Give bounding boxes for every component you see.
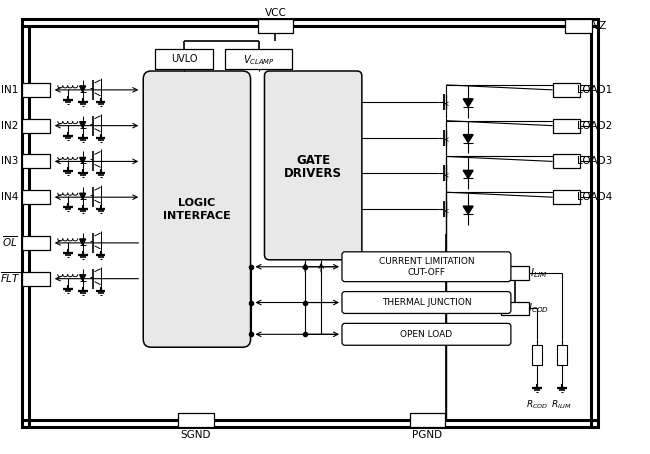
Text: GATE: GATE <box>296 154 330 167</box>
Text: UVLO: UVLO <box>171 54 197 64</box>
Text: SGND: SGND <box>181 429 211 439</box>
Polygon shape <box>463 170 473 178</box>
Bar <box>552 83 580 97</box>
Text: IN4: IN4 <box>1 192 19 202</box>
Bar <box>501 266 529 280</box>
Text: LOAD4: LOAD4 <box>577 192 612 202</box>
Text: DRIVERS: DRIVERS <box>284 167 342 180</box>
FancyBboxPatch shape <box>342 291 511 313</box>
Polygon shape <box>80 239 86 245</box>
Bar <box>556 345 567 365</box>
Bar <box>22 20 599 427</box>
Text: LOAD1: LOAD1 <box>577 85 612 95</box>
Text: INTERFACE: INTERFACE <box>163 211 231 221</box>
Text: CURRENT LIMITATION: CURRENT LIMITATION <box>378 257 474 266</box>
Bar <box>178 413 214 427</box>
Text: PGND: PGND <box>412 429 443 439</box>
Polygon shape <box>463 99 473 107</box>
Text: $V_{CLAMP}$: $V_{CLAMP}$ <box>242 53 274 67</box>
FancyBboxPatch shape <box>265 71 362 260</box>
Bar <box>155 49 213 69</box>
Text: IN1: IN1 <box>1 85 19 95</box>
Polygon shape <box>80 275 86 281</box>
Text: LOGIC: LOGIC <box>178 198 216 208</box>
Text: IN3: IN3 <box>1 157 19 167</box>
Bar <box>22 190 50 204</box>
Bar <box>22 236 50 250</box>
Bar <box>257 20 293 33</box>
Bar <box>552 118 580 133</box>
Text: $\overline{FLT}$: $\overline{FLT}$ <box>0 270 21 285</box>
Text: LOAD3: LOAD3 <box>577 157 612 167</box>
Bar <box>22 83 50 97</box>
Text: VCC: VCC <box>265 8 287 18</box>
Bar <box>552 190 580 204</box>
Text: $I_{LIM}$: $I_{LIM}$ <box>530 266 547 280</box>
FancyBboxPatch shape <box>342 252 511 281</box>
Bar <box>552 154 580 168</box>
Text: THERMAL JUNCTION: THERMAL JUNCTION <box>382 298 471 307</box>
Bar <box>532 345 541 365</box>
Bar <box>22 154 50 168</box>
Polygon shape <box>80 158 86 163</box>
Bar <box>501 301 529 316</box>
Bar <box>225 49 292 69</box>
Text: IN2: IN2 <box>1 121 19 131</box>
Text: OPEN LOAD: OPEN LOAD <box>400 330 452 339</box>
Bar <box>410 413 445 427</box>
Text: $R_{COD}$: $R_{COD}$ <box>526 399 548 411</box>
Bar <box>565 20 592 33</box>
Polygon shape <box>463 206 473 214</box>
Polygon shape <box>80 193 86 199</box>
Text: VZ: VZ <box>593 21 608 31</box>
Bar <box>22 271 50 286</box>
Polygon shape <box>463 134 473 143</box>
Text: $I_{COD}$: $I_{COD}$ <box>528 301 549 316</box>
Text: CUT-OFF: CUT-OFF <box>408 268 445 277</box>
FancyBboxPatch shape <box>143 71 250 347</box>
FancyBboxPatch shape <box>342 323 511 345</box>
Polygon shape <box>80 86 86 92</box>
Polygon shape <box>80 122 86 128</box>
Bar <box>22 118 50 133</box>
Text: LOAD2: LOAD2 <box>577 121 612 131</box>
Text: $\overline{OL}$: $\overline{OL}$ <box>2 235 18 249</box>
Text: $R_{ILIM}$: $R_{ILIM}$ <box>551 399 572 411</box>
